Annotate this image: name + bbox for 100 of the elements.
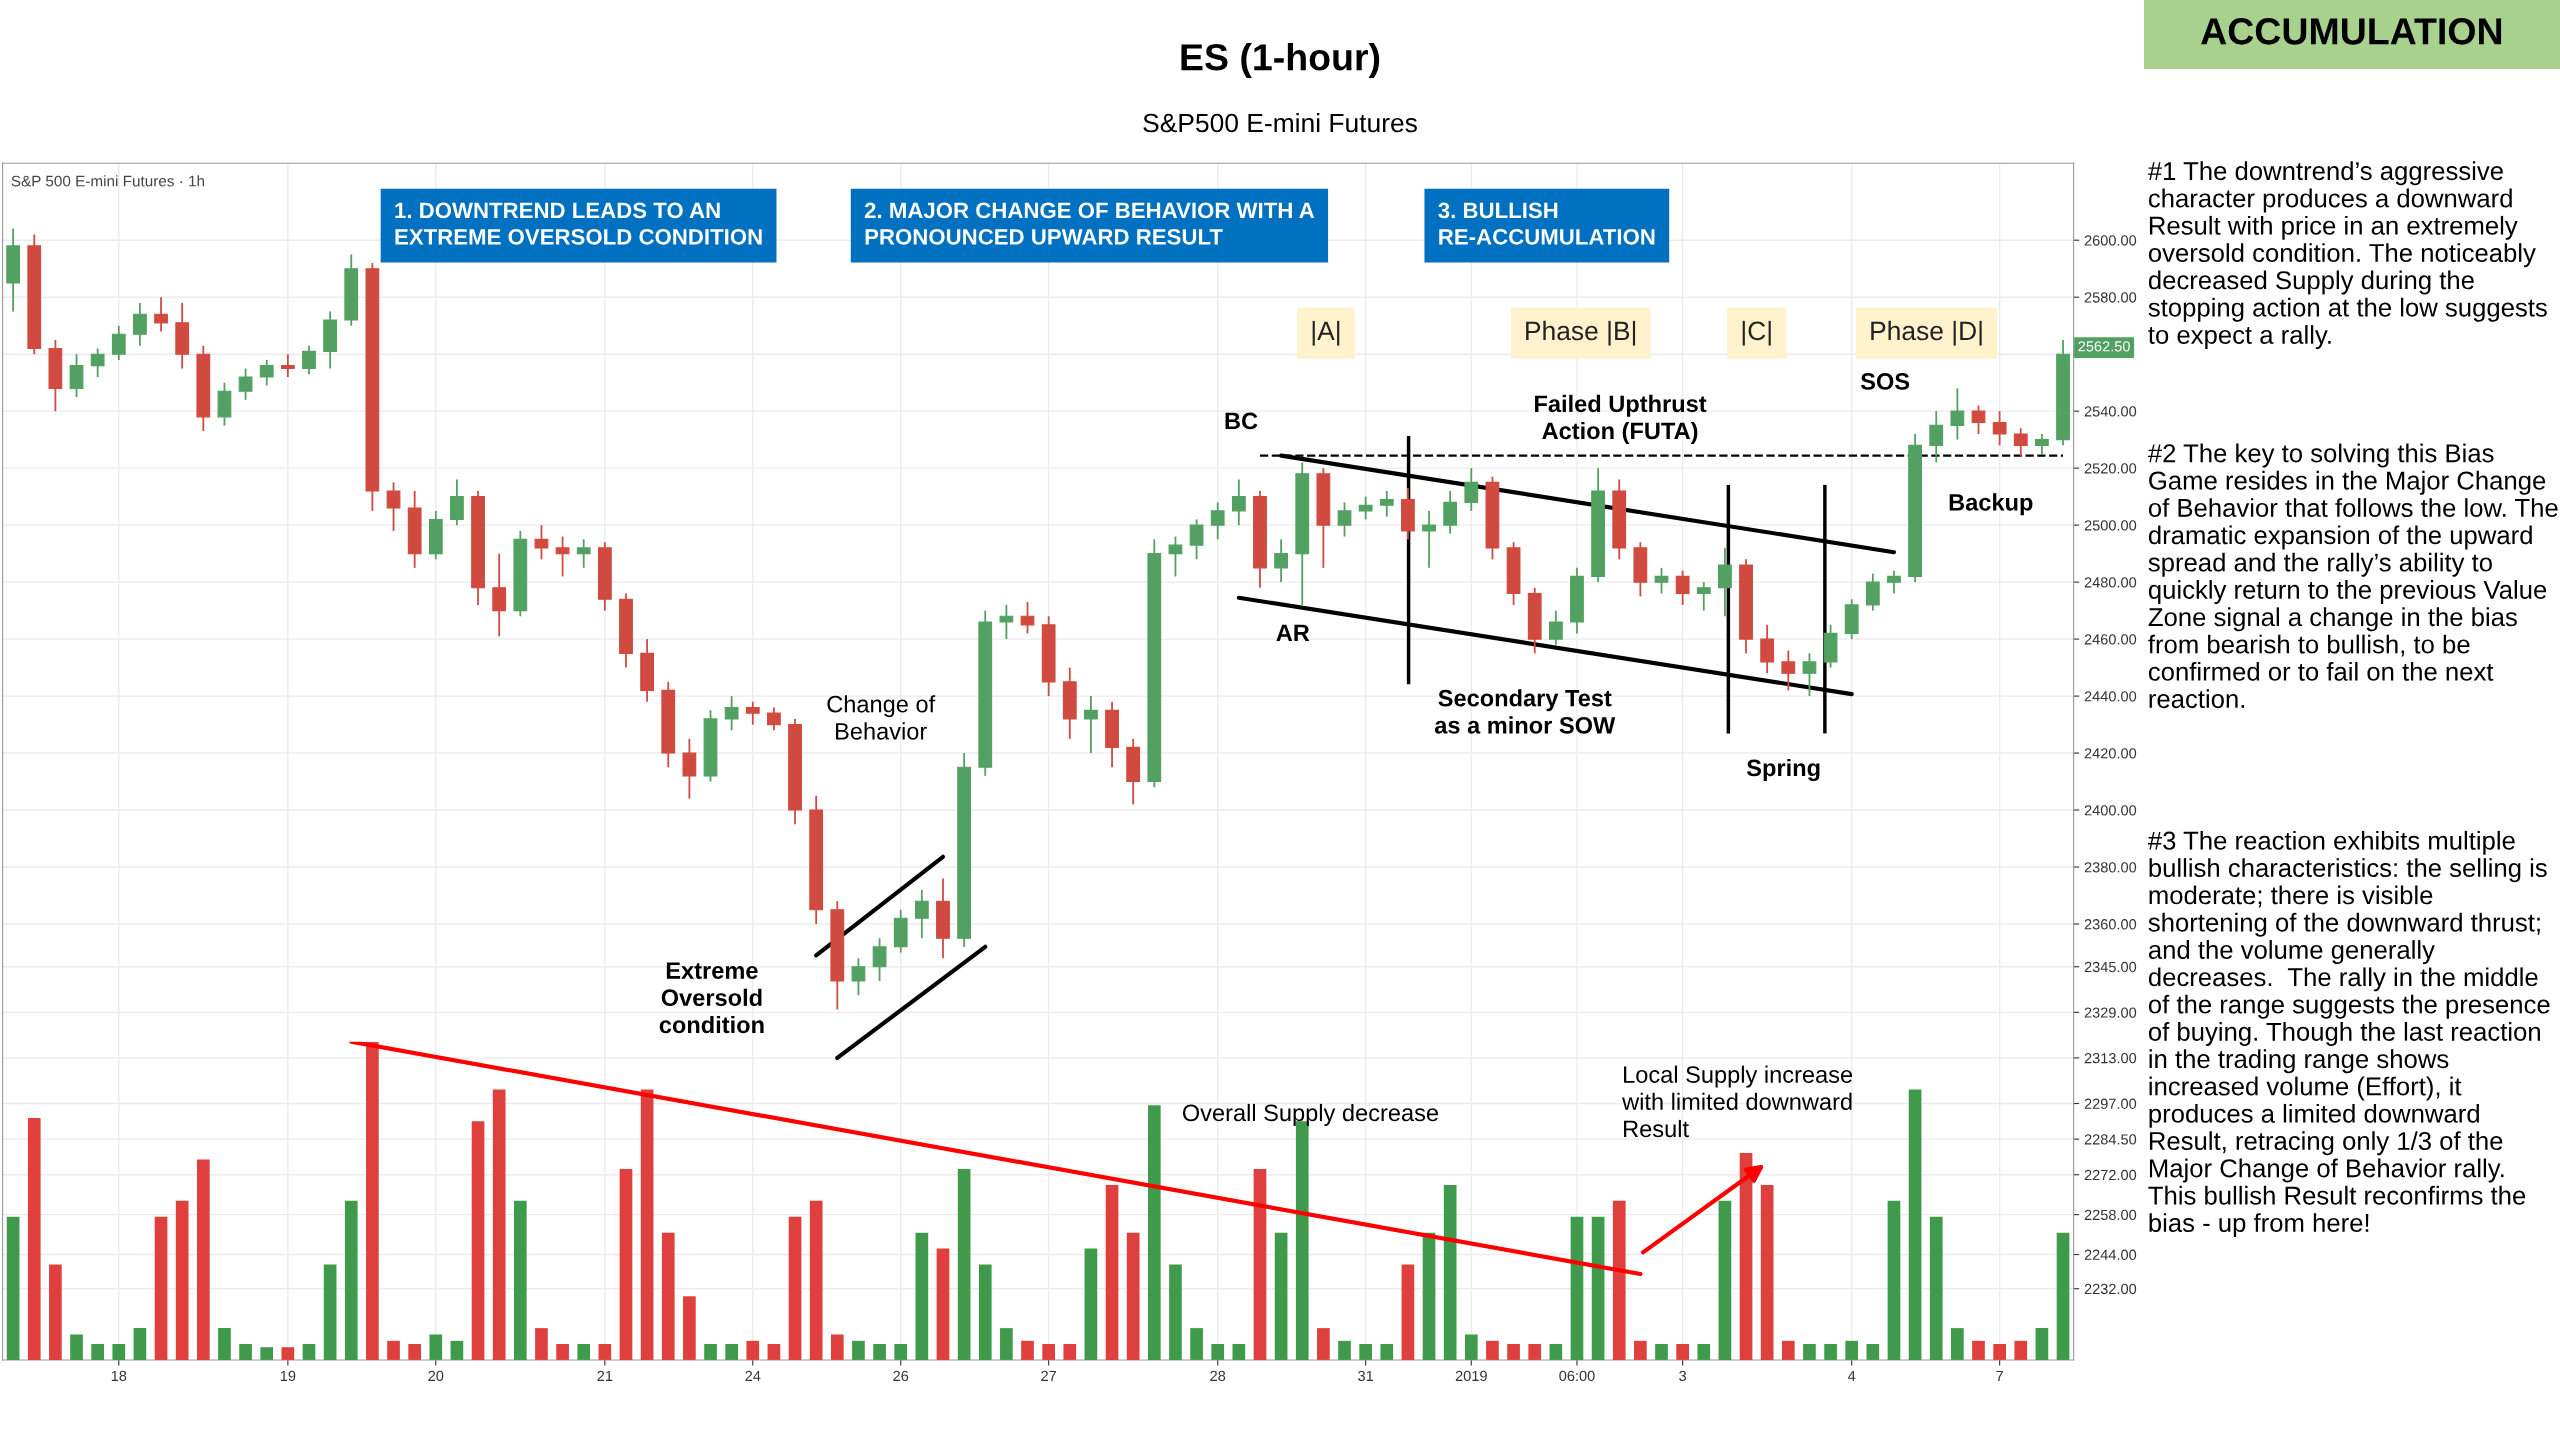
bar	[978, 1264, 992, 1360]
candlestick	[450, 478, 464, 527]
annotation: Backup	[1949, 493, 2033, 516]
y-tick-label: 2244.00	[2084, 1249, 2137, 1260]
bar	[1824, 1344, 1837, 1360]
annotation: AR	[1276, 624, 1310, 641]
x-tick-label: 4	[1847, 1370, 1856, 1381]
text: #1 The downtrend’s aggressive character produces a downward Result with price in an extremely oversold condition. The noticeably decreased Supply during the stopping action at the low suggests to expect a rally.	[2147, 161, 2547, 350]
y-tick-label: 2500.00	[2084, 520, 2137, 531]
bar	[1486, 1340, 1499, 1360]
bar	[2056, 1232, 2070, 1360]
bar	[1972, 1340, 1985, 1360]
bar	[387, 1340, 400, 1360]
annotation: Local Supply increase with limited downward Result	[1622, 1065, 1853, 1138]
annotation: Secondary Test as a minor SOW	[1434, 689, 1616, 734]
bar	[1528, 1344, 1542, 1360]
candlestick	[1443, 490, 1458, 535]
y-tick-label: 2520.00	[2084, 463, 2137, 474]
bar	[1929, 1216, 1943, 1360]
bar	[535, 1328, 548, 1360]
candlestick	[2035, 433, 2049, 455]
bar	[1401, 1264, 1415, 1360]
bar	[281, 1347, 295, 1360]
x-tick-label: 19	[280, 1370, 296, 1382]
bar	[704, 1344, 717, 1360]
candlestick	[280, 353, 295, 378]
candlestick	[534, 524, 549, 561]
x-tick-label: 21	[597, 1370, 613, 1381]
bar	[1591, 1216, 1605, 1360]
candlestick	[386, 481, 401, 532]
bar	[175, 1200, 189, 1360]
y-tick-label: 2232.00	[2084, 1283, 2137, 1295]
bar	[91, 1344, 104, 1360]
y-tick-label: 2480.00	[2084, 577, 2137, 588]
candlestick	[1929, 410, 1944, 464]
bar	[302, 1344, 316, 1360]
candlestick	[1887, 569, 1901, 595]
annotation: 2. MAJOR CHANGE OF BEHAVIOR WITH A PRONOUNCED UPWARD RESULT	[864, 202, 1315, 245]
y-tick-label: 2313.00	[2084, 1053, 2137, 1064]
bar	[746, 1340, 760, 1360]
y-tick-label: 2600.00	[2084, 235, 2137, 246]
bar	[344, 1200, 358, 1360]
annotation: Spring	[1746, 758, 1820, 782]
bar	[133, 1328, 147, 1360]
bar	[49, 1264, 62, 1360]
bar	[1105, 1184, 1119, 1360]
text: 2562.50	[2078, 341, 2130, 352]
annotation: Extreme Oversold condition	[659, 962, 764, 1034]
annotation: BC	[1225, 412, 1258, 430]
bar	[1443, 1184, 1457, 1360]
y-tick-label: 2360.00	[2084, 919, 2137, 930]
bar	[619, 1168, 633, 1360]
candlestick	[555, 535, 570, 578]
bar	[408, 1344, 421, 1360]
bar	[809, 1200, 823, 1360]
bar	[1655, 1344, 1668, 1360]
y-tick-label: 2540.00	[2084, 406, 2137, 417]
text: #3 The reaction exhibits multiple bullish characteristics: the selling is moderate; there is visible shortening of the downward thrust; and the volume generally decreases. The rally in the middle of the range suggests the presence of buying. Though the last reaction in the trading range shows increased volume (Effort), it produces a limited downward Result, retracing only 1/3 of the Major Change of Behavior rally. This bullish Result reconfirms the bias - up from here!	[2147, 830, 2550, 1238]
candlestick	[69, 353, 84, 398]
x-tick-label: 06:00	[1559, 1370, 1595, 1382]
candlestick	[1992, 410, 2007, 447]
candlestick	[90, 347, 105, 378]
bar	[725, 1344, 738, 1360]
bar	[70, 1334, 83, 1360]
candlestick	[1168, 535, 1183, 578]
candlestick	[1274, 538, 1289, 584]
chart-subtitle: S&P500 E-mini Futures	[1143, 112, 1417, 133]
candlestick	[2013, 427, 2028, 458]
annotation: SOS	[1860, 373, 1910, 390]
annotation: Failed Upthrust Action (FUTA)	[1535, 394, 1707, 444]
candlestick	[1865, 572, 1880, 612]
y-tick-label: 2284.50	[2084, 1134, 2137, 1145]
bar	[1845, 1340, 1859, 1360]
bar	[1422, 1232, 1436, 1360]
bar	[1211, 1344, 1225, 1360]
y-tick-label: 2420.00	[2084, 748, 2137, 759]
bar	[1042, 1344, 1055, 1360]
text: #2 The key to solving this Bias Game resides in the Major Change of Behavior that follows the low. The dramatic expansion of the upward spread and the rally’s ability to quickly return to the previous Value Zone signal a change in the bias from bearish to bullish, to be confirmed or to fail on the next reaction.	[2147, 443, 2558, 709]
candlestick	[745, 700, 760, 726]
candlestick	[302, 344, 316, 376]
bar	[218, 1328, 231, 1360]
candlestick	[914, 888, 929, 940]
annotation: 3. BULLISH RE-ACCUMULATION	[1438, 202, 1655, 245]
x-tick-label: 31	[1358, 1370, 1374, 1382]
x-tick-label: 2019	[1455, 1370, 1487, 1382]
bar	[6, 1216, 20, 1360]
bar	[239, 1344, 252, 1360]
bar	[471, 1121, 485, 1360]
x-tick-label: 18	[111, 1370, 127, 1382]
annotation: |C|	[1742, 320, 1771, 346]
candlestick	[1189, 518, 1204, 561]
candlestick	[1379, 490, 1394, 518]
y-tick-label: 2329.00	[2084, 1007, 2137, 1018]
bar	[1908, 1089, 1922, 1360]
candlestick	[154, 296, 168, 333]
bar	[154, 1216, 168, 1360]
x-tick-label: 7	[1996, 1370, 2003, 1381]
x-tick-label: 20	[428, 1370, 444, 1382]
bar	[830, 1334, 844, 1360]
bar	[323, 1264, 337, 1360]
